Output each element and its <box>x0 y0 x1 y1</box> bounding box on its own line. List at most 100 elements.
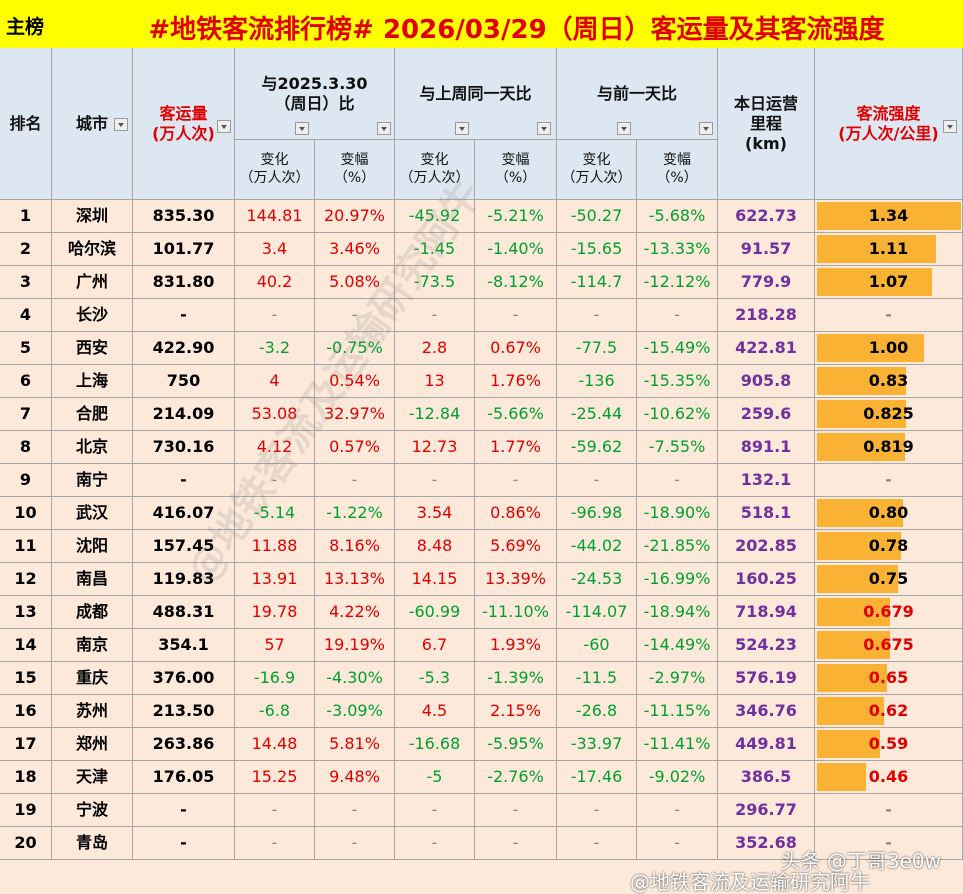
filter-button[interactable] <box>295 122 309 135</box>
intensity-bar <box>817 697 884 725</box>
data-cell-text: 1.77% <box>490 437 541 456</box>
data-cell: 176.05 <box>133 761 235 794</box>
data-cell: 13 <box>395 365 475 398</box>
filter-button[interactable] <box>699 122 713 135</box>
header-mileage-text: 本日运营 里程 (km) <box>733 93 798 153</box>
rank-cell: 6 <box>0 365 52 398</box>
city-cell: 天津 <box>52 761 133 794</box>
intensity-bar <box>817 763 867 791</box>
data-cell: -12.12% <box>637 266 718 299</box>
intensity-text: - <box>885 800 892 819</box>
data-cell-text: 346.76 <box>735 701 797 720</box>
data-cell-text: - <box>674 305 680 324</box>
data-cell-text: - <box>351 833 358 852</box>
data-cell: 576.19 <box>718 662 815 695</box>
intensity-cell: 1.00 <box>815 332 963 365</box>
filter-button[interactable] <box>943 120 957 133</box>
rank-cell-text: 7 <box>19 404 32 423</box>
header-city: 城市 <box>52 48 133 200</box>
intensity-text: - <box>885 305 892 324</box>
data-cell-text: 0.54% <box>329 371 380 390</box>
data-cell-text: 4.12 <box>256 437 293 456</box>
intensity-bar <box>817 235 937 263</box>
data-cell: 891.1 <box>718 431 815 464</box>
data-cell-text: -8.12% <box>487 272 544 291</box>
data-cell: 416.07 <box>133 497 235 530</box>
data-cell-text: 3.46% <box>329 239 380 258</box>
data-cell: 119.83 <box>133 563 235 596</box>
city-cell-text: 北京 <box>75 437 108 456</box>
data-cell: -50.27 <box>557 200 637 233</box>
data-cell-text: 14.48 <box>251 734 298 753</box>
intensity-text: 1.11 <box>868 239 909 258</box>
intensity-bar <box>817 631 890 659</box>
header-city-text: 城市 <box>75 113 108 133</box>
data-cell: 91.57 <box>718 233 815 266</box>
data-cell-text: - <box>351 800 358 819</box>
data-cell-text: 891.1 <box>740 437 792 456</box>
city-cell-text: 南昌 <box>75 569 108 588</box>
filter-button[interactable] <box>537 122 551 135</box>
data-cell: 376.00 <box>133 662 235 695</box>
data-cell: -11.15% <box>637 695 718 728</box>
data-cell: 488.31 <box>133 596 235 629</box>
intensity-text: - <box>885 470 892 489</box>
data-cell: -15.65 <box>557 233 637 266</box>
intensity-bar <box>817 334 925 362</box>
intensity-cell: - <box>815 299 963 332</box>
filter-button[interactable] <box>377 122 391 135</box>
city-cell-text: 沈阳 <box>75 536 108 555</box>
data-cell-text: - <box>271 305 278 324</box>
intensity-cell: 0.75 <box>815 563 963 596</box>
data-cell: 296.77 <box>718 794 815 827</box>
rank-cell-text: 11 <box>14 536 37 555</box>
data-cell-text: 5.81% <box>329 734 380 753</box>
data-cell: 40.2 <box>235 266 315 299</box>
data-cell: -96.98 <box>557 497 637 530</box>
title: #地铁客流排行榜# 2026/03/29（周日）客运量及其客流强度 <box>148 15 885 45</box>
subheader: 变化 （万人次） <box>395 140 475 200</box>
data-cell-text: -16.68 <box>408 734 461 753</box>
rank-cell-text: 5 <box>19 338 32 357</box>
data-cell-text: -14.49% <box>643 635 711 654</box>
data-cell-text: -59.62 <box>570 437 623 456</box>
rank-cell: 8 <box>0 431 52 464</box>
subheader-text: 变幅 （%） <box>656 152 698 186</box>
data-cell-text: - <box>180 800 187 819</box>
data-cell-text: -5 <box>426 767 443 786</box>
data-cell: 750 <box>133 365 235 398</box>
data-cell: -16.68 <box>395 728 475 761</box>
data-cell: -1.40% <box>475 233 557 266</box>
tag: 主榜 <box>6 16 45 38</box>
intensity-cell: 0.83 <box>815 365 963 398</box>
filter-button[interactable] <box>217 120 231 133</box>
data-cell-text: 422.90 <box>152 338 215 357</box>
data-cell-text: - <box>674 833 680 852</box>
city-cell-text: 深圳 <box>75 206 108 225</box>
data-cell: -4.30% <box>315 662 395 695</box>
rank-cell: 5 <box>0 332 52 365</box>
rank-cell: 15 <box>0 662 52 695</box>
data-cell-text: -1.39% <box>487 668 544 687</box>
data-cell-text: 352.68 <box>735 833 797 852</box>
data-cell-text: -73.5 <box>413 272 456 291</box>
city-cell: 郑州 <box>52 728 133 761</box>
data-cell-text: 0.67% <box>490 338 541 357</box>
data-cell-text: 8.48 <box>416 536 453 555</box>
data-cell-text: -5.66% <box>487 404 544 423</box>
filter-button[interactable] <box>455 122 469 135</box>
rank-cell-text: 9 <box>19 470 32 489</box>
data-cell-text: - <box>180 470 187 489</box>
rank-cell-text: 19 <box>14 800 37 819</box>
data-cell: 346.76 <box>718 695 815 728</box>
data-cell: - <box>315 464 395 497</box>
intensity-text: 0.62 <box>868 701 909 720</box>
rank-cell: 2 <box>0 233 52 266</box>
intensity-bar <box>817 499 903 527</box>
filter-button[interactable] <box>114 118 128 131</box>
data-cell-text: -5.68% <box>648 206 706 225</box>
data-cell: -16.99% <box>637 563 718 596</box>
data-cell: 1.93% <box>475 629 557 662</box>
rank-cell-text: 20 <box>14 833 37 852</box>
filter-button[interactable] <box>617 122 631 135</box>
